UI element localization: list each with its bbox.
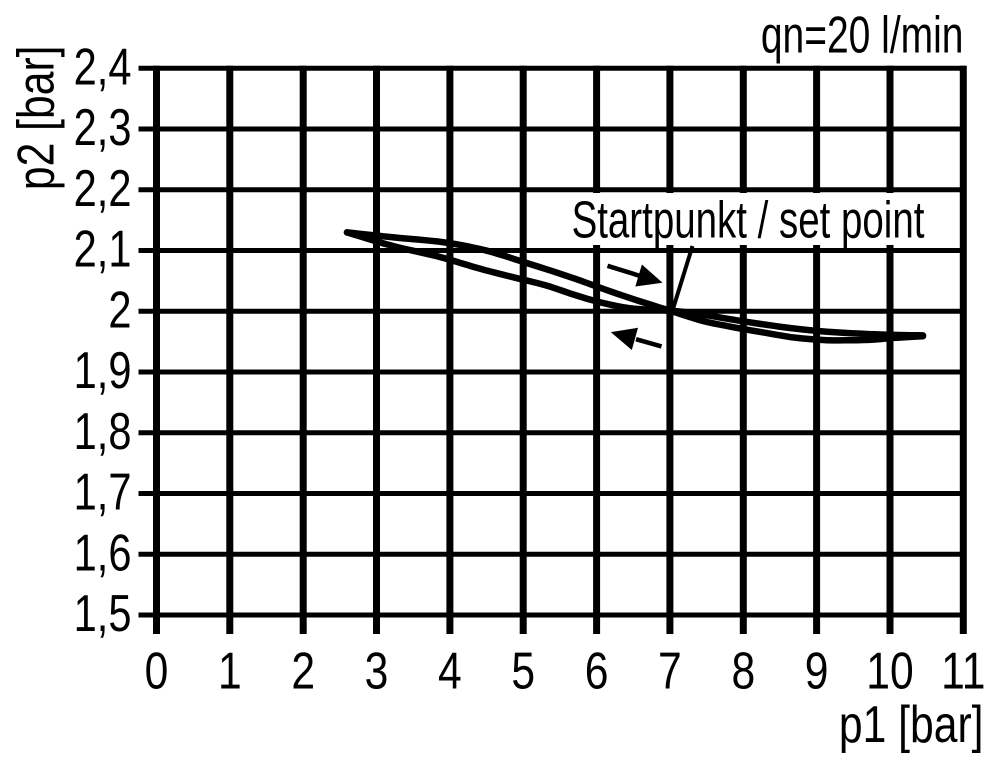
svg-text:4: 4: [438, 643, 462, 701]
svg-text:p1 [bar]: p1 [bar]: [839, 696, 984, 754]
svg-text:1,5: 1,5: [74, 584, 132, 643]
svg-text:10: 10: [866, 643, 913, 701]
svg-text:5: 5: [511, 643, 535, 701]
svg-text:2,1: 2,1: [74, 219, 132, 278]
svg-text:2,2: 2,2: [74, 159, 132, 218]
svg-text:8: 8: [731, 643, 755, 701]
svg-text:1,6: 1,6: [74, 523, 132, 582]
svg-text:11: 11: [941, 643, 985, 701]
svg-text:1,9: 1,9: [74, 341, 132, 400]
svg-text:1,8: 1,8: [74, 402, 132, 461]
svg-text:qn=20 l/min: qn=20 l/min: [761, 5, 964, 64]
svg-text:Startpunkt / set point: Startpunkt / set point: [572, 191, 925, 249]
svg-text:0: 0: [145, 643, 169, 701]
svg-text:2: 2: [108, 280, 131, 339]
svg-text:2,4: 2,4: [74, 37, 132, 96]
svg-text:7: 7: [658, 643, 682, 701]
svg-text:2,3: 2,3: [74, 98, 132, 157]
svg-text:3: 3: [365, 643, 389, 701]
svg-text:2: 2: [291, 643, 315, 701]
svg-text:9: 9: [805, 643, 829, 701]
svg-text:p2 [bar]: p2 [bar]: [8, 46, 66, 191]
svg-text:1,7: 1,7: [74, 462, 132, 521]
svg-text:1: 1: [218, 643, 242, 701]
svg-text:6: 6: [585, 643, 609, 701]
